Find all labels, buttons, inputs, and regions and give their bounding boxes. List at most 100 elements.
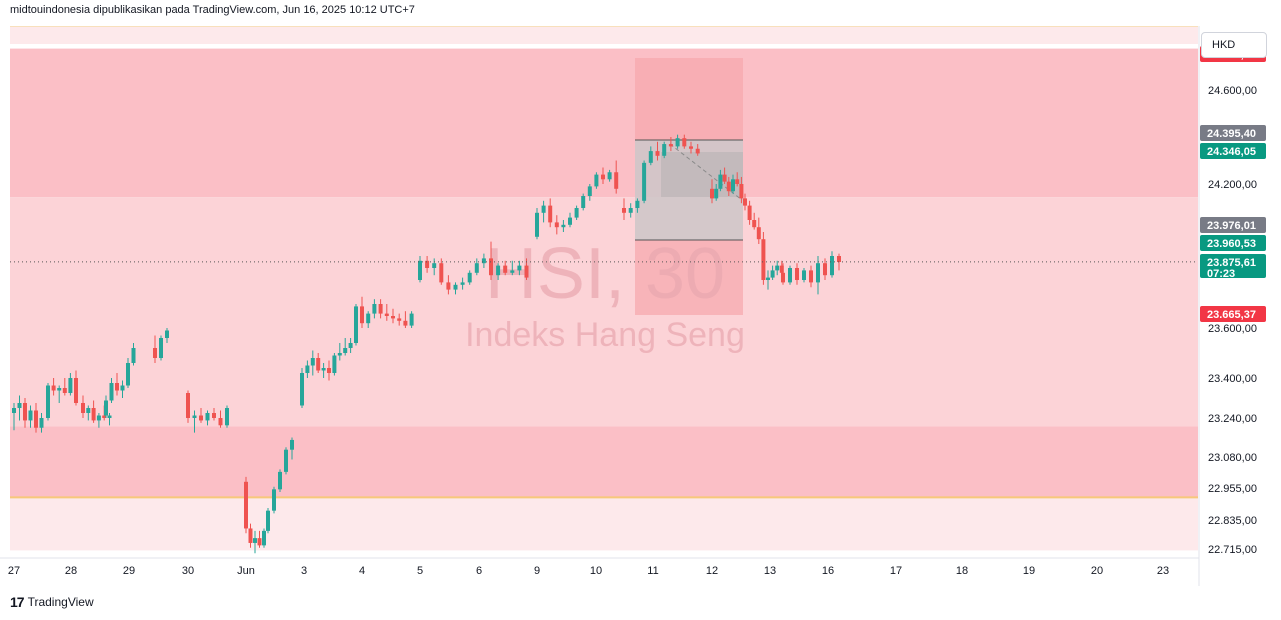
candle-body[interactable] bbox=[96, 415, 101, 421]
candle-body[interactable] bbox=[809, 270, 813, 283]
candle-body[interactable] bbox=[622, 208, 626, 213]
currency-selector[interactable]: HKD bbox=[1201, 32, 1267, 58]
candle-body[interactable] bbox=[594, 174, 599, 187]
candle-body[interactable] bbox=[28, 410, 33, 421]
candle-body[interactable] bbox=[481, 258, 486, 264]
candle-body[interactable] bbox=[316, 358, 321, 371]
candle-body[interactable] bbox=[131, 348, 136, 363]
candle-body[interactable] bbox=[218, 418, 223, 426]
candle-body[interactable] bbox=[587, 186, 592, 196]
candle-body[interactable] bbox=[332, 355, 337, 374]
candle-body[interactable] bbox=[718, 174, 723, 189]
candle-body[interactable] bbox=[57, 388, 62, 391]
candle-body[interactable] bbox=[327, 368, 331, 373]
candle-body[interactable] bbox=[165, 330, 169, 339]
candle-body[interactable] bbox=[46, 385, 50, 419]
candle-body[interactable] bbox=[695, 148, 700, 154]
candle-body[interactable] bbox=[337, 353, 342, 356]
candle-body[interactable] bbox=[192, 415, 197, 419]
candle-body[interactable] bbox=[655, 151, 660, 156]
candle-body[interactable] bbox=[548, 205, 553, 223]
candle-body[interactable] bbox=[348, 343, 353, 348]
candle-body[interactable] bbox=[714, 188, 719, 199]
candle-body[interactable] bbox=[104, 400, 108, 416]
candle-body[interactable] bbox=[535, 212, 539, 237]
candle-body[interactable] bbox=[212, 413, 216, 418]
candle-body[interactable] bbox=[34, 410, 38, 428]
candle-body[interactable] bbox=[524, 265, 529, 278]
candle-body[interactable] bbox=[74, 378, 78, 403]
candle-body[interactable] bbox=[81, 403, 85, 413]
candle-body[interactable] bbox=[418, 260, 422, 280]
candle-body[interactable] bbox=[503, 265, 508, 273]
candle-body[interactable] bbox=[675, 138, 680, 147]
candle-body[interactable] bbox=[747, 205, 752, 220]
candle-body[interactable] bbox=[321, 368, 326, 371]
candle-body[interactable] bbox=[453, 284, 458, 290]
candle-body[interactable] bbox=[391, 316, 395, 319]
candle-body[interactable] bbox=[284, 449, 288, 472]
candle-body[interactable] bbox=[770, 270, 775, 278]
candle-body[interactable] bbox=[614, 172, 619, 189]
candle-body[interactable] bbox=[662, 144, 667, 156]
candle-body[interactable] bbox=[816, 263, 820, 283]
candle-body[interactable] bbox=[837, 256, 841, 262]
candle-body[interactable] bbox=[642, 162, 647, 201]
candle-body[interactable] bbox=[305, 365, 310, 374]
candle-body[interactable] bbox=[510, 270, 515, 273]
candle-body[interactable] bbox=[39, 418, 44, 428]
candle-body[interactable] bbox=[743, 198, 747, 206]
candle-body[interactable] bbox=[541, 205, 546, 213]
candle-body[interactable] bbox=[731, 179, 735, 192]
candle-body[interactable] bbox=[489, 258, 493, 276]
candle-body[interactable] bbox=[752, 220, 757, 228]
candle-body[interactable] bbox=[354, 306, 358, 343]
candle-body[interactable] bbox=[425, 260, 430, 268]
candle-body[interactable] bbox=[343, 348, 348, 353]
candle-body[interactable] bbox=[779, 265, 784, 273]
candle-body[interactable] bbox=[86, 408, 91, 413]
candle-body[interactable] bbox=[153, 348, 157, 358]
candle-body[interactable] bbox=[186, 393, 190, 418]
candle-body[interactable] bbox=[290, 439, 294, 450]
candle-body[interactable] bbox=[51, 385, 56, 391]
candle-body[interactable] bbox=[244, 481, 248, 529]
candle-body[interactable] bbox=[830, 256, 834, 276]
candle-body[interactable] bbox=[366, 313, 371, 324]
candle-body[interactable] bbox=[109, 383, 114, 401]
candle-body[interactable] bbox=[668, 144, 673, 147]
candle-body[interactable] bbox=[439, 263, 444, 283]
candle-body[interactable] bbox=[561, 224, 566, 228]
candle-body[interactable] bbox=[248, 528, 253, 543]
candle-body[interactable] bbox=[460, 282, 465, 285]
candle-body[interactable] bbox=[628, 208, 633, 213]
candle-body[interactable] bbox=[102, 415, 107, 419]
candle-body[interactable] bbox=[278, 471, 282, 490]
candle-body[interactable] bbox=[766, 277, 770, 280]
candle-body[interactable] bbox=[205, 413, 210, 421]
candle-body[interactable] bbox=[581, 196, 586, 208]
candle-body[interactable] bbox=[91, 408, 96, 421]
candle-body[interactable] bbox=[574, 208, 579, 218]
candle-body[interactable] bbox=[739, 184, 744, 199]
candle-body[interactable] bbox=[517, 265, 522, 271]
candle-body[interactable] bbox=[467, 272, 472, 283]
candle-body[interactable] bbox=[474, 263, 479, 273]
tradingview-logo[interactable]: 17 TradingView bbox=[10, 594, 94, 610]
candle-body[interactable] bbox=[409, 313, 414, 326]
candle-body[interactable] bbox=[62, 388, 67, 393]
candle-body[interactable] bbox=[199, 415, 203, 421]
candle-body[interactable] bbox=[735, 179, 740, 184]
candle-body[interactable] bbox=[788, 268, 792, 283]
candle-body[interactable] bbox=[257, 538, 262, 546]
candle-body[interactable] bbox=[107, 415, 112, 419]
candle-body[interactable] bbox=[710, 188, 714, 199]
candle-body[interactable] bbox=[568, 217, 572, 225]
candle-body[interactable] bbox=[253, 538, 257, 543]
candle-body[interactable] bbox=[802, 270, 806, 280]
candle-body[interactable] bbox=[496, 265, 501, 276]
candle-body[interactable] bbox=[225, 408, 229, 426]
candle-body[interactable] bbox=[17, 403, 22, 408]
candle-body[interactable] bbox=[126, 363, 130, 386]
